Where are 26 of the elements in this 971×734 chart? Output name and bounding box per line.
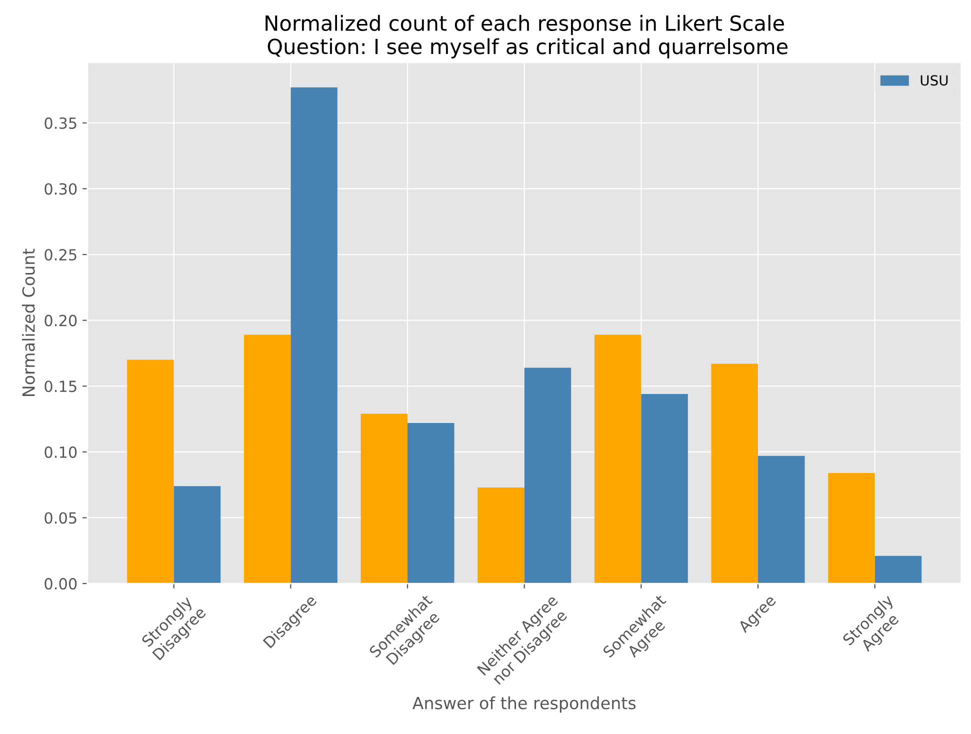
y-tick-label: 0.05 [44, 512, 76, 524]
bar [594, 334, 642, 584]
bar [360, 414, 408, 584]
bar [478, 487, 524, 584]
y-tick-label: 0.10 [44, 446, 77, 458]
y-tick-label: 0.30 [44, 183, 77, 195]
y-tick-label: 0.00 [44, 578, 77, 590]
bar [711, 364, 758, 584]
bar [408, 422, 454, 584]
bar [524, 368, 572, 584]
y-tick-label: 0.35 [44, 117, 76, 129]
legend-label: USU [920, 75, 948, 86]
bar [758, 456, 805, 584]
bar [290, 87, 338, 584]
y-tick-label: 0.15 [44, 380, 76, 392]
bar [127, 360, 174, 584]
y-tick-label: 0.25 [44, 248, 76, 261]
y-axis-title: Normalized Count [22, 248, 35, 396]
bar [641, 394, 688, 584]
x-axis-title: Answer of the respondents [412, 696, 636, 713]
bar [874, 556, 922, 584]
bar [244, 334, 291, 584]
bar [828, 472, 875, 584]
chart-title: Normalized count of each response in Likert Scale Question: I see myself as critical and quarrelsome [266, 14, 788, 58]
bar [174, 486, 221, 584]
y-tick-label: 0.20 [44, 314, 77, 326]
